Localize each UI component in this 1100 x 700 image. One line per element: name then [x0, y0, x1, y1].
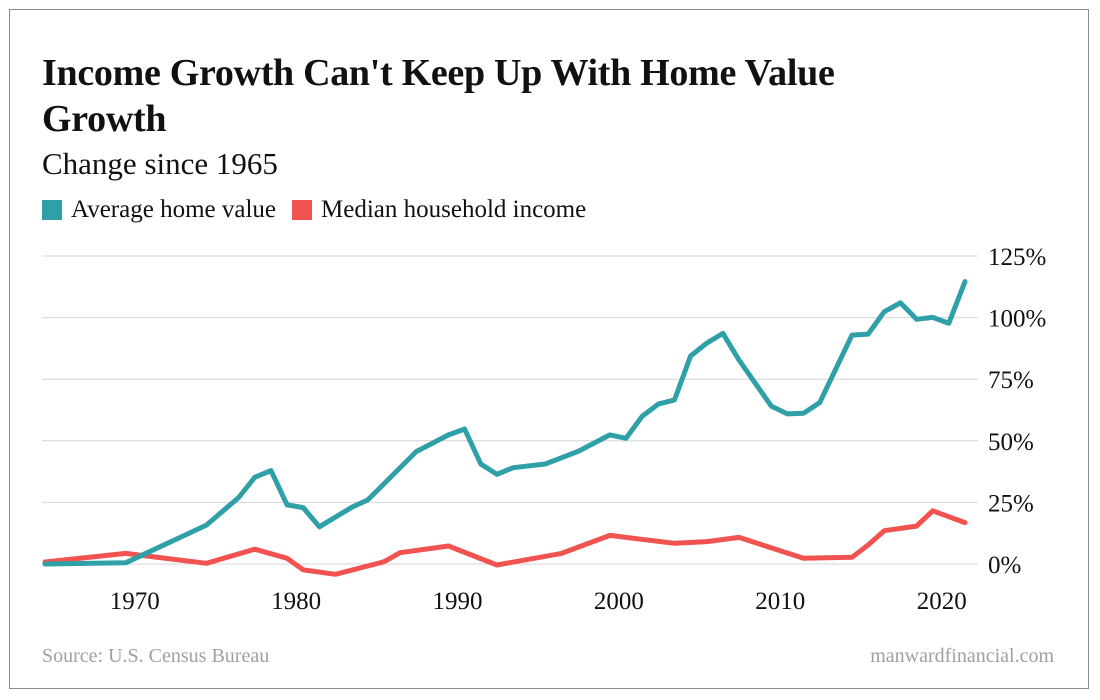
- y-tick-label: 50%: [988, 429, 1034, 456]
- y-tick-label: 125%: [988, 244, 1046, 271]
- x-tick-label: 1980: [271, 588, 321, 615]
- chart-title: Income Growth Can't Keep Up With Home Va…: [42, 52, 835, 140]
- series-line-average-home-value: [42, 279, 968, 567]
- legend-swatch-home-value: [42, 200, 62, 220]
- x-tick-label: 2010: [755, 588, 805, 615]
- x-tick-label: 1970: [110, 588, 160, 615]
- x-tick-label: 2000: [594, 588, 644, 615]
- y-tick-label: 75%: [988, 367, 1034, 394]
- source-note: Source: U.S. Census Bureau: [42, 645, 270, 667]
- y-tick-label: 100%: [988, 306, 1046, 333]
- x-tick-label: 2020: [917, 588, 967, 615]
- chart-frame: [9, 9, 1089, 689]
- chart-subtitle: Change since 1965: [42, 146, 278, 181]
- y-tick-label: 25%: [988, 490, 1034, 517]
- y-tick-label: 0%: [988, 552, 1021, 579]
- legend-label-home-value: Average home value: [71, 196, 276, 223]
- series-line-median-household-income: [42, 508, 968, 577]
- legend-swatch-income: [292, 200, 312, 220]
- legend-item-income: Median household income: [292, 196, 586, 224]
- x-tick-label: 1990: [433, 588, 483, 615]
- legend: Average home value Median household inco…: [42, 196, 602, 224]
- legend-item-home-value: Average home value: [42, 196, 276, 224]
- brand-url: manwardfinancial.com: [870, 645, 1054, 667]
- legend-label-income: Median household income: [321, 196, 587, 223]
